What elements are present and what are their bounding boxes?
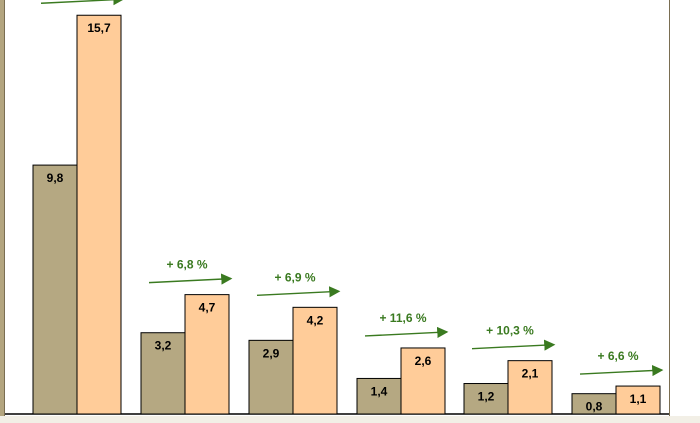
bar-series2-3 [292, 306, 338, 415]
bar-series2-1 [76, 14, 122, 415]
data-label-series1-3: 2,9 [263, 346, 280, 360]
growth-label-2: + 6,8 % [166, 258, 207, 272]
data-label-series2-4: 2,6 [415, 354, 432, 368]
right-margin [670, 0, 700, 423]
growth-label-4: + 11,6 % [379, 311, 426, 325]
data-label-series2-1: 15,7 [87, 21, 111, 35]
bottom-margin [0, 416, 700, 423]
data-label-series1-5: 1,2 [478, 390, 495, 404]
bar-series1-3 [248, 339, 294, 415]
growth-label-3: + 6,9 % [274, 270, 315, 284]
data-label-series1-1: 9,8 [47, 171, 64, 185]
bar-series2-2 [184, 294, 230, 415]
growth-arrow-2 [148, 273, 233, 285]
bar-series2-5 [507, 360, 553, 415]
growth-arrow-3 [256, 286, 341, 298]
growth-label-5: + 10,3 % [486, 324, 534, 338]
data-label-series2-2: 4,7 [199, 301, 216, 315]
bar-series1-1 [32, 164, 78, 415]
data-label-series2-3: 4,2 [307, 313, 324, 327]
growth-arrow-4 [364, 326, 449, 339]
data-label-series1-4: 1,4 [371, 384, 388, 398]
bar-series2-6 [615, 385, 661, 415]
chart-area: 9,815,7+ 8,5 %3,24,7+ 6,8 %2,94,2+ 6,9 %… [4, 0, 671, 416]
growth-arrow-5 [471, 339, 556, 351]
bar-chart: 9,815,7+ 8,5 %3,24,7+ 6,8 %2,94,2+ 6,9 %… [5, 0, 669, 415]
data-label-series2-6: 1,1 [630, 392, 647, 406]
data-label-series1-6: 0,8 [586, 400, 603, 414]
growth-arrow-1 [40, 0, 125, 6]
data-label-series2-5: 2,1 [522, 367, 539, 381]
data-label-series1-2: 3,2 [155, 339, 172, 353]
growth-label-6: + 6,6 % [597, 349, 638, 363]
growth-arrow-6 [579, 364, 664, 377]
bar-series2-4 [400, 347, 446, 415]
